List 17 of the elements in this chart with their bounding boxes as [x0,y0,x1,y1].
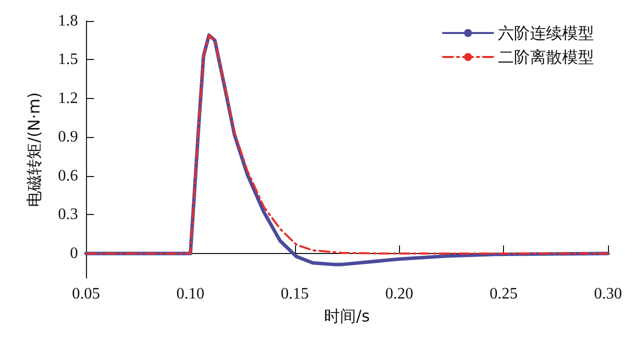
y-tick-label: 0 [70,244,78,262]
y-axis-title: 电磁转矩/(N·m) [24,92,44,207]
x-tick-label: 0.10 [176,286,204,302]
x-tick-label: 0.30 [594,286,622,302]
x-tick-label: 0.25 [490,286,518,302]
x-axis-title: 时间/s [324,306,370,326]
y-tick-label: 0.6 [58,167,78,184]
y-tick-label: 1.2 [58,90,78,107]
legend-label: 二阶离散模型 [498,48,594,66]
x-tick-label: 0.20 [385,286,414,302]
x-tick-label: 0.05 [72,286,100,302]
y-tick-label: 0.9 [58,128,78,146]
y-tick-label: 0.3 [58,206,78,224]
legend-label: 六阶连续模型 [498,24,594,42]
y-tick-label: 1.5 [58,51,78,68]
x-tick-label: 0.15 [280,286,309,302]
y-tick-label: 1.8 [58,12,78,30]
